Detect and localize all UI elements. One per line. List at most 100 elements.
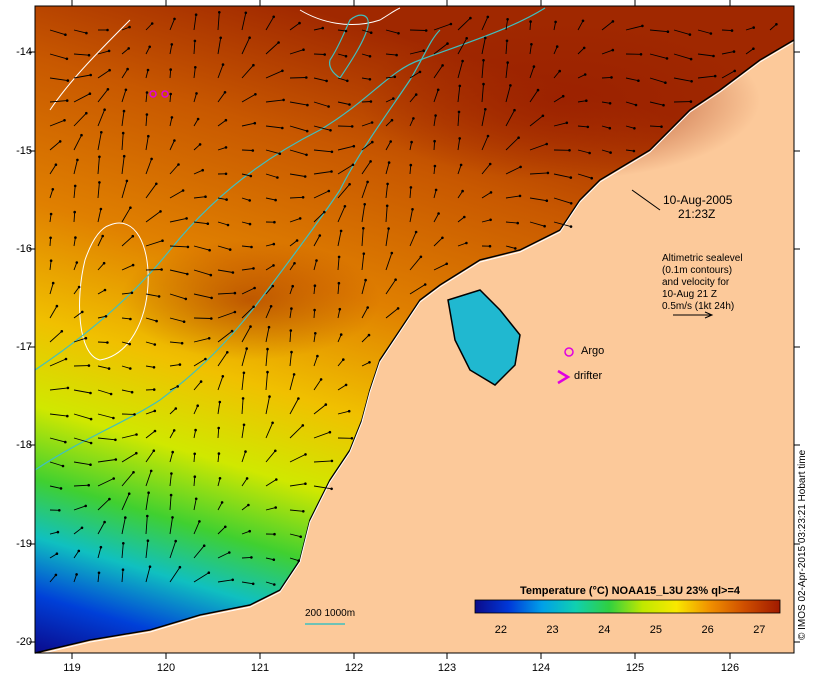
velocity-vector (289, 125, 308, 132)
velocity-vector-head (611, 20, 615, 23)
velocity-vector-head (102, 261, 106, 265)
velocity-vector-head (98, 181, 101, 184)
velocity-vector (289, 557, 299, 562)
velocity-vector-head (81, 310, 84, 314)
velocity-vector (553, 70, 561, 79)
velocity-vector (313, 355, 318, 367)
velocity-vector (241, 451, 246, 463)
velocity-vector-head (103, 520, 106, 524)
velocity-vector (313, 53, 325, 55)
velocity-vector-head (561, 94, 565, 98)
velocity-vector-head (569, 176, 573, 179)
velocity-vector-head (328, 430, 332, 434)
velocity-vector (313, 460, 332, 463)
velocity-vector (361, 181, 369, 199)
velocity-vector (193, 40, 196, 55)
velocity-vector (457, 85, 461, 103)
velocity-vector (241, 149, 253, 151)
velocity-vector (385, 279, 396, 295)
argo-legend-label: Argo (581, 345, 605, 357)
velocity-vector (73, 112, 87, 127)
velocity-vector (409, 256, 422, 271)
velocity-vector (121, 26, 130, 31)
velocity-vector-head (387, 161, 391, 164)
velocity-vector (313, 485, 332, 490)
velocity-vector (241, 530, 250, 535)
lat-tick-label: -14 (16, 46, 32, 58)
velocity-vector (433, 89, 439, 103)
velocity-vector-head (75, 573, 78, 576)
velocity-vector (265, 197, 276, 201)
velocity-vector (577, 74, 586, 79)
velocity-vector-head (632, 149, 636, 153)
velocity-vector-head (194, 428, 197, 432)
velocity-vector-head (75, 261, 79, 264)
velocity-vector (49, 141, 61, 151)
velocity-vector (721, 29, 733, 32)
velocity-vector (265, 99, 284, 103)
velocity-vector-head (433, 139, 436, 143)
velocity-vector-head (489, 218, 492, 222)
velocity-vector (337, 334, 342, 343)
velocity-vector (169, 190, 184, 199)
velocity-vector-head (194, 66, 197, 69)
velocity-vector (385, 29, 399, 34)
velocity-vector-head (330, 487, 333, 491)
velocity-vector (313, 404, 327, 415)
velocity-vector-head (226, 223, 230, 227)
colorbar-tick-label: 22 (494, 624, 507, 636)
velocity-vector-head (330, 150, 334, 154)
velocity-vector-head (397, 32, 400, 35)
velocity-vector (73, 93, 91, 103)
velocity-vector-head (272, 242, 276, 246)
velocity-vector (265, 306, 272, 319)
velocity-vector (49, 100, 68, 103)
velocity-vector-head (305, 129, 309, 133)
velocity-vector (121, 180, 128, 199)
velocity-vector (49, 413, 68, 417)
velocity-vector (97, 521, 105, 535)
velocity-vector-head (169, 493, 173, 497)
velocity-vector-head (565, 121, 569, 125)
velocity-vector-head (248, 529, 251, 533)
velocity-vector (529, 115, 544, 127)
velocity-vector-head (77, 285, 81, 289)
velocity-vector (73, 550, 80, 559)
sealevel-info-line: Altimetric sealevel (662, 253, 743, 264)
velocity-vector-head (385, 204, 389, 208)
velocity-vector-head (174, 539, 177, 543)
velocity-vector (505, 221, 518, 224)
velocity-vector (217, 526, 226, 535)
velocity-vector (193, 317, 212, 319)
velocity-vector-head (251, 149, 255, 152)
velocity-vector-head (323, 53, 327, 56)
sealevel-info-line: (0.1m contours) (662, 265, 733, 276)
velocity-vector (337, 184, 350, 199)
velocity-vector (73, 212, 76, 223)
velocity-vector-head (281, 126, 284, 130)
velocity-vector-head (146, 514, 149, 518)
velocity-vector-head (49, 212, 53, 216)
velocity-vector-head (543, 224, 546, 228)
velocity-vector-head (465, 241, 468, 245)
velocity-vector (97, 341, 108, 343)
velocity-vector-head (128, 342, 131, 346)
velocity-vector-head (55, 304, 59, 308)
velocity-vector-head (252, 305, 255, 309)
velocity-vector (481, 192, 492, 199)
velocity-vector-head (51, 188, 55, 191)
velocity-vector (529, 21, 532, 31)
velocity-vector (49, 260, 52, 271)
velocity-vector-head (441, 64, 444, 67)
velocity-vector-head (226, 351, 229, 354)
velocity-vector (265, 243, 274, 247)
velocity-vector (481, 219, 491, 223)
velocity-vector (409, 165, 412, 175)
velocity-vector-head (207, 337, 211, 340)
velocity-vector-head (297, 559, 301, 562)
velocity-vector (97, 50, 110, 55)
velocity-vector-head (146, 68, 150, 72)
velocity-vector (385, 98, 394, 103)
velocity-vector-head (278, 152, 282, 155)
velocity-vector (145, 317, 157, 322)
